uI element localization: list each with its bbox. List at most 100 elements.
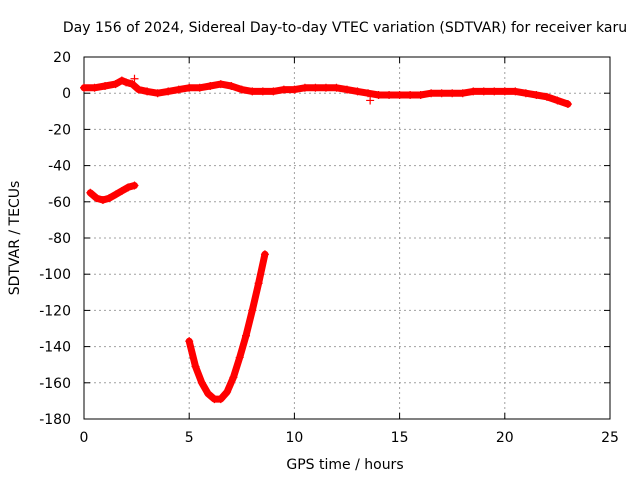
data-point (385, 91, 394, 100)
data-point (185, 83, 194, 92)
data-point (227, 81, 236, 90)
x-tick-label: 10 (285, 430, 303, 446)
data-point (117, 186, 126, 195)
series-outliers (130, 74, 375, 105)
data-point (98, 195, 107, 204)
data-point (406, 91, 415, 100)
data-point (511, 87, 520, 96)
data-point (374, 91, 383, 100)
data-point (279, 85, 288, 94)
data-point (122, 78, 131, 87)
data-point (248, 87, 257, 96)
y-tick-label: -180 (39, 412, 71, 428)
data-point (437, 89, 446, 98)
data-point (206, 81, 215, 90)
data-point (395, 91, 404, 100)
plot-frame (83, 56, 611, 420)
data-point (117, 76, 126, 85)
data-point (532, 91, 541, 100)
data-point (237, 85, 246, 94)
x-tick-label: 20 (496, 430, 514, 446)
data-point (563, 100, 572, 109)
x-tick-label: 0 (80, 430, 89, 446)
data-point (458, 89, 467, 98)
axis-ticks: 0 5 10 15 20 25 20 0 -20 -40 -60 -80 -100 -120 -140 -16… (39, 50, 619, 446)
data-point (134, 85, 143, 94)
y-tick-label: -80 (48, 231, 71, 247)
y-axis-label: SDTVAR / TECUs (7, 181, 23, 296)
data-point (101, 81, 110, 90)
data-point (242, 331, 251, 340)
data-point (269, 87, 278, 96)
y-tick-label: -60 (48, 195, 71, 211)
x-tick-label: 25 (601, 430, 619, 446)
y-tick-label: -100 (39, 267, 71, 283)
data-point (258, 87, 267, 96)
data-point (90, 83, 99, 92)
data-point (80, 83, 88, 92)
y-tick-label: -120 (39, 303, 71, 319)
data-point (235, 353, 244, 362)
data-point (153, 89, 162, 98)
series-early-arc (86, 181, 139, 204)
data-point (353, 87, 362, 96)
y-tick-label: 0 (62, 86, 71, 102)
data-point (86, 188, 95, 197)
data-point (254, 279, 263, 288)
data-point (260, 250, 269, 259)
data-point (366, 96, 375, 105)
data-points (80, 74, 572, 404)
data-point (191, 362, 200, 371)
data-point (185, 337, 194, 346)
data-point (290, 85, 299, 94)
data-point (542, 92, 551, 101)
data-point (216, 395, 225, 404)
data-point (143, 87, 152, 96)
series-deep-dip (185, 250, 269, 404)
data-point (448, 89, 457, 98)
data-point (111, 190, 120, 199)
y-tick-label: 20 (53, 50, 71, 66)
chart-title: Day 156 of 2024, Sidereal Day-to-day VTE… (63, 20, 627, 36)
data-point (469, 87, 478, 96)
data-point (174, 85, 183, 94)
data-point (553, 96, 562, 105)
data-point (229, 373, 238, 382)
data-point (311, 83, 320, 92)
x-axis-label: GPS time / hours (286, 457, 403, 473)
data-point (321, 83, 330, 92)
y-tick-label: -40 (48, 159, 71, 175)
grid-lines (84, 57, 610, 419)
data-point (92, 194, 101, 203)
data-point (216, 80, 225, 89)
data-point (343, 85, 351, 94)
data-point (197, 378, 206, 387)
y-tick-label: -20 (48, 122, 71, 138)
data-point (124, 183, 133, 192)
data-point (164, 87, 173, 96)
data-point (248, 306, 257, 315)
y-tick-label: -140 (39, 340, 71, 356)
data-point (111, 80, 120, 89)
data-point (300, 83, 309, 92)
y-tick-label: -160 (39, 376, 71, 392)
data-point (416, 91, 425, 100)
data-point (204, 389, 213, 398)
data-point (427, 89, 436, 98)
data-point (223, 387, 232, 396)
series-main-track (80, 76, 572, 109)
data-point (332, 83, 341, 92)
series-line (185, 250, 269, 403)
data-point (479, 87, 488, 96)
data-point (195, 83, 204, 92)
x-tick-label: 5 (185, 430, 194, 446)
data-point (130, 181, 139, 190)
data-point (521, 89, 530, 98)
data-point (490, 87, 499, 96)
data-point (364, 89, 373, 98)
data-point (130, 74, 139, 83)
x-tick-label: 15 (391, 430, 409, 446)
data-point (128, 80, 137, 89)
data-point (500, 87, 509, 96)
